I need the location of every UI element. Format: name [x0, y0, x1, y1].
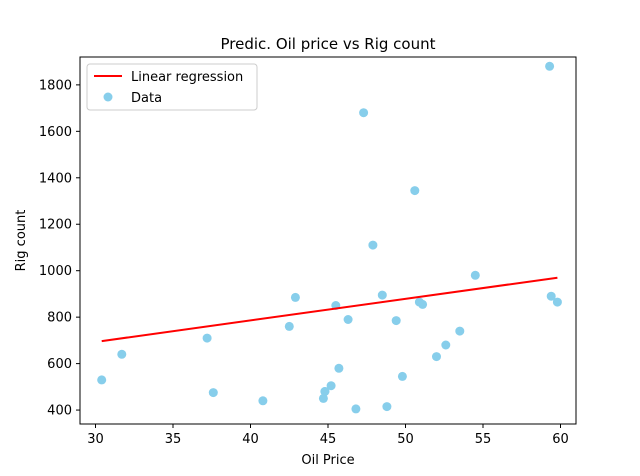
y-tick-label: 1000 [39, 264, 72, 279]
data-point [432, 352, 441, 362]
data-layer [97, 61, 562, 414]
x-axis-title: Oil Price [301, 453, 354, 468]
y-tick-label: 1200 [39, 218, 72, 233]
data-point [455, 326, 465, 336]
data-point [290, 292, 300, 302]
chart-title: Predic. Oil price vs Rig count [221, 35, 436, 53]
x-tick-label: 60 [552, 432, 569, 447]
y-tick-label: 800 [47, 311, 72, 326]
y-axis-title: Rig count [14, 210, 29, 272]
data-point [318, 393, 328, 403]
x-tick-label: 30 [87, 432, 104, 447]
x-axis: 30 35 40 45 50 55 60 [87, 424, 569, 447]
x-tick-label: 45 [320, 432, 337, 447]
y-tick-label: 1600 [39, 125, 72, 140]
data-point [418, 299, 428, 309]
data-point [470, 270, 480, 280]
data-point [441, 340, 451, 350]
data-point [97, 375, 107, 385]
legend-label-data: Data [131, 91, 162, 106]
data-point [391, 316, 401, 326]
y-tick-label: 1800 [39, 78, 72, 93]
data-point [552, 297, 562, 307]
data-point [320, 387, 330, 396]
data-point [258, 396, 268, 406]
plot-area [80, 57, 576, 424]
data-point [359, 108, 369, 118]
data-point [202, 333, 212, 343]
x-tick-label: 50 [397, 432, 414, 447]
data-point [334, 363, 344, 373]
data-point [368, 240, 378, 250]
y-tick-label: 600 [47, 357, 72, 372]
data-point [377, 290, 387, 300]
data-point [410, 186, 420, 196]
legend-box [86, 63, 258, 111]
data-point [343, 315, 353, 324]
data-point [326, 381, 336, 391]
y-axis: 400 600 800 1000 1200 1400 1600 1800 [39, 78, 80, 419]
data-point [546, 291, 556, 301]
x-tick-label: 40 [242, 432, 259, 447]
x-tick-label: 35 [165, 432, 182, 447]
data-point [545, 61, 555, 71]
regression-line [101, 276, 558, 343]
data-point [117, 349, 127, 359]
data-point [382, 402, 392, 412]
y-tick-label: 1400 [39, 171, 72, 186]
data-point [351, 404, 361, 414]
y-tick-label: 400 [47, 404, 72, 419]
data-point [208, 388, 218, 398]
legend-marker-data [103, 92, 113, 102]
legend: Linear regression Data [86, 63, 258, 111]
data-point [284, 321, 294, 331]
legend-label-regression: Linear regression [131, 70, 243, 85]
data-point [397, 371, 407, 381]
x-tick-label: 55 [475, 432, 492, 447]
